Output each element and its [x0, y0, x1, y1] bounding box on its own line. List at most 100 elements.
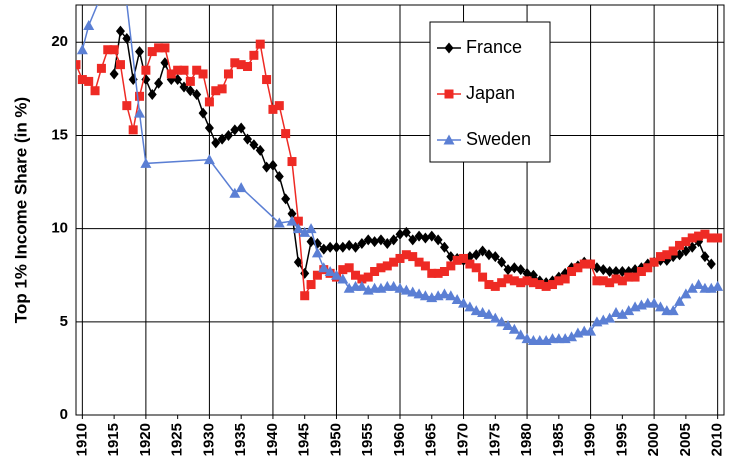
marker	[420, 261, 430, 271]
marker	[401, 226, 411, 238]
marker	[351, 270, 361, 280]
marker	[223, 69, 233, 79]
marker	[470, 305, 482, 316]
marker	[109, 68, 119, 80]
marker	[198, 107, 208, 119]
marker	[166, 69, 176, 79]
marker	[509, 276, 519, 286]
marker	[286, 215, 298, 226]
marker	[305, 223, 317, 234]
marker	[370, 236, 380, 248]
marker	[338, 265, 348, 275]
marker	[262, 75, 272, 85]
x-tick-label: 1960	[391, 423, 408, 456]
legend-label: France	[466, 37, 522, 57]
marker	[230, 124, 240, 136]
marker	[306, 280, 316, 290]
marker	[135, 91, 145, 101]
marker	[693, 279, 705, 290]
marker	[84, 76, 94, 86]
marker	[483, 308, 495, 319]
marker	[413, 288, 425, 299]
y-tick-label: 20	[51, 33, 68, 50]
marker	[376, 263, 386, 273]
marker	[382, 261, 392, 271]
marker	[229, 187, 241, 198]
marker	[522, 267, 532, 279]
marker	[643, 263, 653, 273]
marker	[446, 261, 456, 271]
marker	[605, 278, 615, 288]
marker	[443, 134, 455, 145]
marker	[528, 278, 538, 288]
marker	[667, 305, 679, 316]
marker	[444, 42, 454, 54]
marker	[414, 257, 424, 267]
marker	[185, 76, 195, 86]
marker	[115, 25, 125, 37]
marker	[604, 312, 616, 323]
marker	[445, 290, 457, 301]
marker	[141, 65, 151, 75]
marker	[617, 276, 627, 286]
marker	[223, 129, 233, 141]
marker	[452, 255, 462, 265]
marker	[611, 274, 621, 284]
marker	[700, 229, 710, 239]
marker	[293, 256, 303, 268]
y-tick-label: 10	[51, 220, 68, 237]
marker	[382, 238, 392, 250]
marker	[465, 259, 475, 269]
marker	[610, 307, 622, 317]
marker	[357, 274, 367, 284]
marker	[624, 272, 634, 282]
x-tick-label: 1940	[264, 423, 281, 456]
marker	[185, 85, 195, 97]
marker	[605, 266, 615, 277]
marker	[268, 104, 278, 114]
marker	[147, 88, 157, 100]
marker	[122, 101, 132, 111]
marker	[649, 257, 659, 267]
marker	[681, 237, 691, 247]
marker	[287, 208, 297, 220]
marker	[90, 86, 100, 96]
marker	[586, 259, 596, 269]
marker	[458, 297, 470, 308]
marker	[330, 269, 342, 280]
marker	[541, 281, 551, 291]
marker	[76, 60, 81, 70]
marker	[700, 251, 710, 263]
marker	[363, 234, 373, 246]
marker	[712, 280, 724, 291]
marker	[255, 39, 265, 49]
marker	[427, 230, 437, 242]
marker	[433, 234, 443, 246]
marker	[713, 233, 723, 243]
y-tick-label: 0	[60, 406, 68, 423]
marker	[351, 241, 361, 253]
x-tick-label: 2000	[645, 423, 662, 456]
marker	[439, 241, 449, 253]
marker	[497, 278, 507, 288]
marker	[535, 280, 545, 290]
marker	[706, 233, 716, 243]
marker	[203, 154, 215, 165]
marker	[420, 232, 430, 244]
marker	[299, 226, 311, 237]
marker	[96, 63, 106, 73]
marker	[598, 264, 608, 276]
x-tick-label: 1985	[550, 423, 567, 456]
marker	[324, 266, 336, 276]
marker	[249, 139, 259, 151]
marker	[281, 129, 291, 139]
marker	[560, 274, 570, 284]
marker	[83, 20, 95, 30]
marker	[325, 241, 335, 253]
x-tick-label: 1930	[200, 423, 217, 456]
marker	[230, 58, 240, 68]
marker	[262, 161, 272, 173]
marker	[675, 240, 685, 250]
marker	[160, 43, 170, 53]
marker	[274, 101, 284, 111]
